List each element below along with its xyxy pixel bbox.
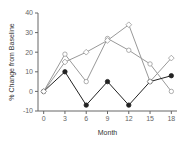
svg-text:Month: Month [98,129,118,135]
svg-text:40: 40 [25,9,33,16]
svg-text:-10: -10 [23,107,33,114]
svg-text:18: 18 [167,115,175,122]
svg-text:12: 12 [125,115,133,122]
svg-text:15: 15 [146,115,154,122]
svg-text:0: 0 [29,88,33,95]
svg-text:20: 20 [25,49,33,56]
svg-text:0: 0 [42,115,46,122]
svg-text:9: 9 [106,115,110,122]
svg-text:30: 30 [25,29,33,36]
svg-text:10: 10 [25,68,33,75]
svg-text:3: 3 [63,115,67,122]
svg-text:6: 6 [84,115,88,122]
svg-text:% Change from Baseline: % Change from Baseline [8,23,16,101]
